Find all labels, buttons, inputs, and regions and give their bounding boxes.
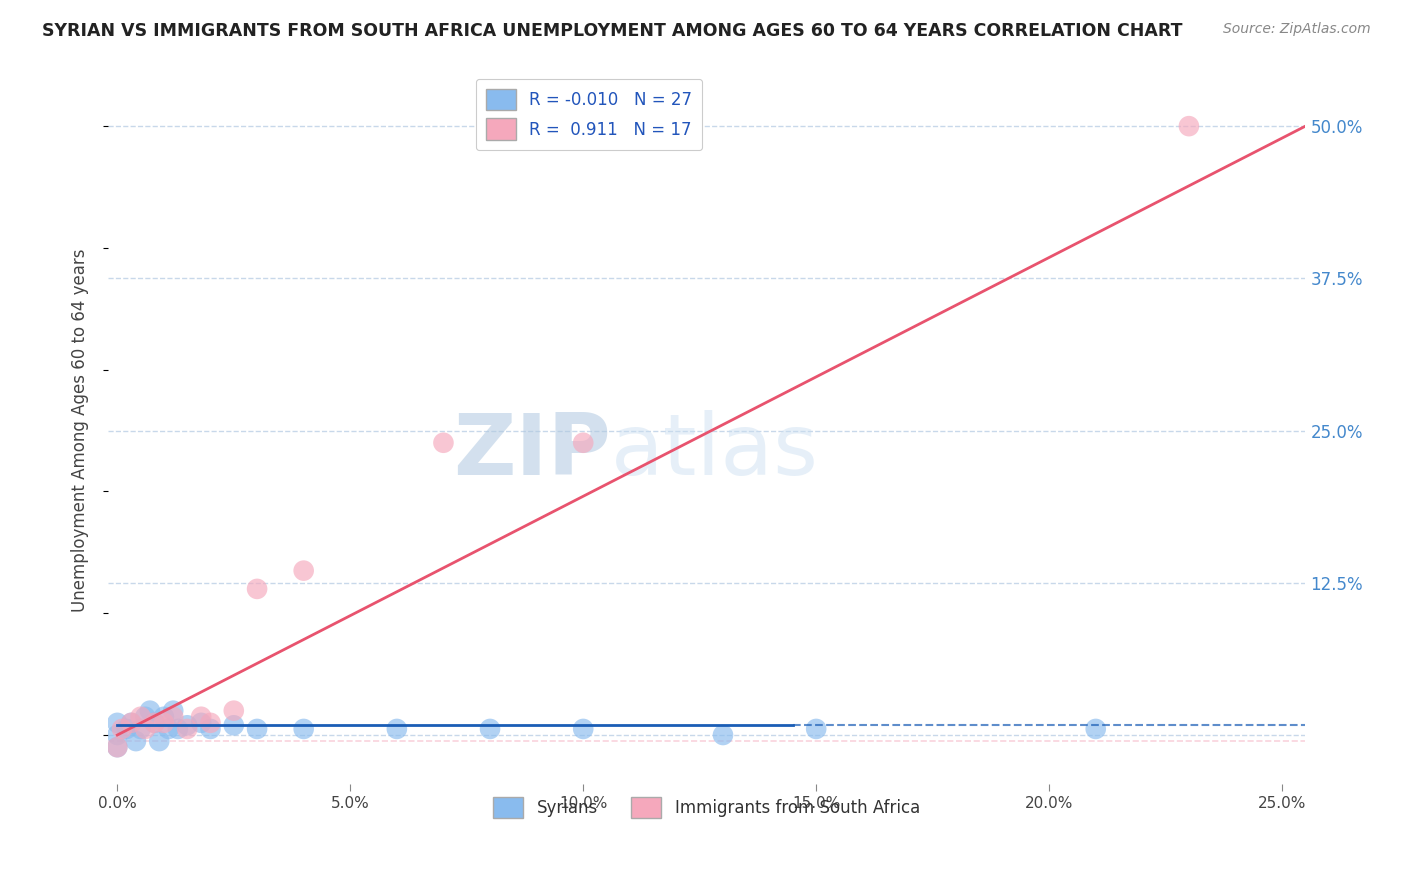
Text: ZIP: ZIP (453, 410, 610, 493)
Point (157, 722, 180, 736)
Point (246, 722, 269, 736)
Point (292, 722, 315, 736)
Point (190, 710, 212, 724)
Point (432, 435, 454, 450)
Point (200, 722, 222, 736)
Point (200, 715, 222, 730)
Point (134, 722, 156, 736)
Point (292, 564, 315, 578)
Point (111, 722, 134, 736)
Point (125, 734, 148, 748)
Text: atlas: atlas (610, 410, 818, 493)
Point (139, 704, 162, 718)
Point (222, 704, 245, 718)
Point (572, 435, 595, 450)
Text: Source: ZipAtlas.com: Source: ZipAtlas.com (1223, 22, 1371, 37)
Point (572, 722, 595, 736)
Point (246, 582, 269, 596)
Point (105, 728, 128, 742)
Point (120, 715, 142, 730)
Point (105, 715, 128, 730)
Point (148, 734, 170, 748)
Point (153, 710, 176, 724)
Point (804, 722, 827, 736)
Point (479, 722, 502, 736)
Point (105, 740, 128, 755)
Point (190, 715, 212, 730)
Point (115, 722, 138, 736)
Point (167, 722, 190, 736)
Text: SYRIAN VS IMMIGRANTS FROM SOUTH AFRICA UNEMPLOYMENT AMONG AGES 60 TO 64 YEARS CO: SYRIAN VS IMMIGRANTS FROM SOUTH AFRICA U… (42, 22, 1182, 40)
Point (385, 722, 408, 736)
Point (153, 715, 176, 730)
Legend: Syrians, Immigrants from South Africa: Syrians, Immigrants from South Africa (486, 790, 927, 825)
Point (129, 710, 152, 724)
Point (176, 722, 198, 736)
Point (105, 740, 128, 755)
Point (129, 722, 152, 736)
Point (222, 718, 245, 732)
Point (1178, 119, 1201, 133)
Point (143, 715, 166, 730)
Point (176, 718, 198, 732)
Point (162, 704, 184, 718)
Point (1084, 722, 1107, 736)
Point (711, 728, 734, 742)
Point (143, 715, 166, 730)
Point (134, 710, 156, 724)
Point (120, 715, 142, 730)
Y-axis label: Unemployment Among Ages 60 to 64 years: Unemployment Among Ages 60 to 64 years (72, 249, 89, 612)
Point (162, 710, 184, 724)
